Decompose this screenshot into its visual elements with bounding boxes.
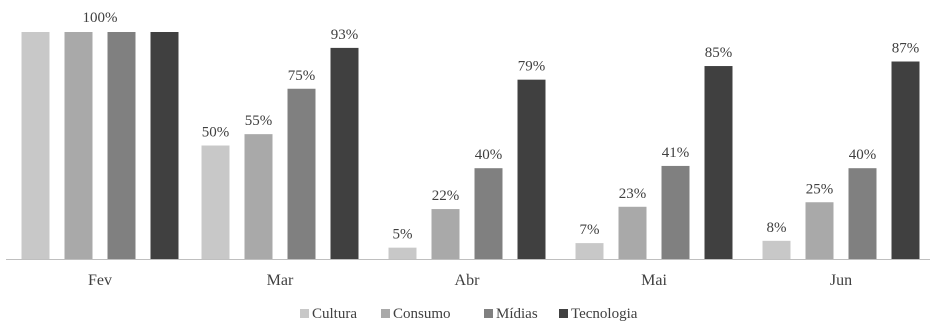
- bar-tecnologia-jun: [891, 61, 920, 260]
- bar-mdias-mai: [661, 165, 690, 259]
- data-label: 40%: [849, 147, 877, 163]
- bar-consumo-mar: [244, 134, 273, 259]
- x-tick-label: Abr: [455, 272, 481, 289]
- data-label: 87%: [892, 41, 920, 57]
- bar-consumo-fev: [64, 32, 93, 259]
- bar-tecnologia-fev: [150, 32, 179, 259]
- x-tick-label: Fev: [88, 272, 112, 289]
- data-label: 50%: [202, 125, 230, 141]
- data-label: 55%: [245, 113, 273, 129]
- legend-swatch: [484, 309, 493, 318]
- legend-label: Mídias: [496, 306, 538, 322]
- legend-swatch: [300, 309, 309, 318]
- group-value-label: 100%: [83, 10, 118, 26]
- legend-label: Cultura: [312, 306, 357, 322]
- x-tick-label: Mar: [267, 272, 294, 289]
- bar-mdias-jun: [848, 168, 877, 259]
- bar-cultura-mar: [201, 145, 230, 259]
- data-label: 22%: [432, 188, 460, 204]
- legend-label: Tecnologia: [571, 306, 638, 322]
- data-label: 8%: [767, 220, 787, 236]
- bar-cultura-jun: [762, 240, 791, 259]
- bar-tecnologia-mai: [704, 66, 733, 259]
- bar-consumo-jun: [805, 202, 834, 259]
- data-label: 25%: [806, 181, 834, 197]
- x-tick-label: Jun: [830, 272, 852, 289]
- bar-mdias-abr: [474, 168, 503, 259]
- data-label: 85%: [705, 45, 733, 61]
- value-labels-layer: 100% 50% 55% 75% 93% 5% 22% 40% 79% 7% 23% 41% 85% 8%…: [83, 10, 920, 243]
- legend: Cultura Consumo Mídias Tecnologia: [300, 306, 638, 322]
- bars-layer: [21, 32, 920, 260]
- data-label: 7%: [580, 222, 600, 238]
- bar-cultura-fev: [21, 32, 50, 259]
- data-label: 93%: [331, 27, 359, 43]
- bar-consumo-mai: [618, 206, 647, 259]
- bar-cultura-abr: [388, 247, 417, 259]
- bar-tecnologia-mar: [330, 47, 359, 259]
- bar-consumo-abr: [431, 209, 460, 259]
- x-tick-label: Mai: [641, 272, 667, 289]
- bar-tecnologia-abr: [517, 79, 546, 259]
- data-label: 41%: [662, 145, 690, 161]
- data-label: 5%: [393, 227, 413, 243]
- legend-swatch: [381, 309, 390, 318]
- bar-cultura-mai: [575, 243, 604, 259]
- data-label: 75%: [288, 68, 316, 84]
- data-label: 23%: [619, 186, 647, 202]
- bar-mdias-fev: [107, 32, 136, 259]
- legend-swatch: [559, 309, 568, 318]
- data-label: 40%: [475, 147, 503, 163]
- category-labels-layer: Fev Mar Abr Mai Jun: [88, 272, 852, 289]
- bar-mdias-mar: [287, 88, 316, 259]
- data-label: 79%: [518, 59, 546, 75]
- legend-label: Consumo: [393, 306, 451, 322]
